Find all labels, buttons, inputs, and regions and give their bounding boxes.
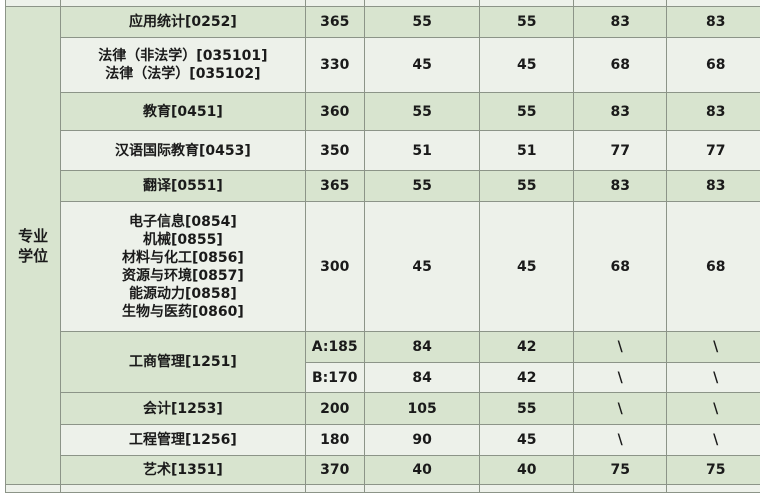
score-c2: 55 bbox=[480, 93, 573, 131]
score-c3: 83 bbox=[573, 7, 666, 38]
score-c2: 42 bbox=[480, 332, 573, 363]
score-c3: \ bbox=[573, 332, 666, 363]
score-c3: 75 bbox=[573, 456, 666, 485]
score-c4: 83 bbox=[667, 93, 760, 131]
program-name: 翻译[0551] bbox=[61, 171, 305, 202]
score-total: B:170 bbox=[305, 363, 364, 393]
score-c3: 83 bbox=[573, 93, 666, 131]
score-c3: 68 bbox=[573, 38, 666, 93]
score-c1: 55 bbox=[364, 93, 480, 131]
score-c2: 51 bbox=[480, 131, 573, 171]
score-c1: 55 bbox=[364, 171, 480, 202]
score-c2: 45 bbox=[480, 425, 573, 456]
score-c4: \ bbox=[667, 393, 760, 425]
score-c2: 55 bbox=[480, 393, 573, 425]
score-c2: 55 bbox=[480, 171, 573, 202]
program-name: 教育[0451] bbox=[61, 93, 305, 131]
score-total: 180 bbox=[305, 425, 364, 456]
score-c1: 40 bbox=[364, 456, 480, 485]
score-c4: 75 bbox=[667, 456, 760, 485]
score-c4: \ bbox=[667, 425, 760, 456]
score-c1: 55 bbox=[364, 7, 480, 38]
score-c3: \ bbox=[573, 425, 666, 456]
score-c1: 84 bbox=[364, 332, 480, 363]
program-name: 工商管理[1251] bbox=[61, 332, 305, 393]
program-name: 法律（非法学）[035101] 法律（法学）[035102] bbox=[61, 38, 305, 93]
score-c2: 45 bbox=[480, 38, 573, 93]
score-c1: 51 bbox=[364, 131, 480, 171]
score-total: A:185 bbox=[305, 332, 364, 363]
score-c1: 45 bbox=[364, 202, 480, 332]
score-total: 350 bbox=[305, 131, 364, 171]
program-name: 电子信息[0854] 机械[0855] 材料与化工[0856] 资源与环境[08… bbox=[61, 202, 305, 332]
score-c3: \ bbox=[573, 363, 666, 393]
score-total: 300 bbox=[305, 202, 364, 332]
score-c1: 45 bbox=[364, 38, 480, 93]
score-c4: 77 bbox=[667, 131, 760, 171]
program-name: 应用统计[0252] bbox=[61, 7, 305, 38]
score-c3: 83 bbox=[573, 171, 666, 202]
score-c4: 83 bbox=[667, 171, 760, 202]
score-c2: 55 bbox=[480, 7, 573, 38]
score-total: 200 bbox=[305, 393, 364, 425]
score-c4: \ bbox=[667, 363, 760, 393]
score-c2: 45 bbox=[480, 202, 573, 332]
score-c3: 77 bbox=[573, 131, 666, 171]
score-c4: \ bbox=[667, 332, 760, 363]
score-c2: 42 bbox=[480, 363, 573, 393]
score-c1: 84 bbox=[364, 363, 480, 393]
table-row: 电子信息[0854] 机械[0855] 材料与化工[0856] 资源与环境[08… bbox=[6, 202, 760, 332]
score-c1: 105 bbox=[364, 393, 480, 425]
program-name: 艺术[1351] bbox=[61, 456, 305, 485]
score-total: 365 bbox=[305, 7, 364, 38]
score-c3: \ bbox=[573, 393, 666, 425]
score-c1: 90 bbox=[364, 425, 480, 456]
score-c3: 68 bbox=[573, 202, 666, 332]
score-total: 360 bbox=[305, 93, 364, 131]
score-c4: 68 bbox=[667, 38, 760, 93]
score-total: 330 bbox=[305, 38, 364, 93]
category-label: 专业 学位 bbox=[6, 7, 61, 485]
score-total: 370 bbox=[305, 456, 364, 485]
score-c4: 68 bbox=[667, 202, 760, 332]
score-c2: 40 bbox=[480, 456, 573, 485]
score-c4: 83 bbox=[667, 7, 760, 38]
program-name: 工程管理[1256] bbox=[61, 425, 305, 456]
program-name: 汉语国际教育[0453] bbox=[61, 131, 305, 171]
score-total: 365 bbox=[305, 171, 364, 202]
program-name: 会计[1253] bbox=[61, 393, 305, 425]
